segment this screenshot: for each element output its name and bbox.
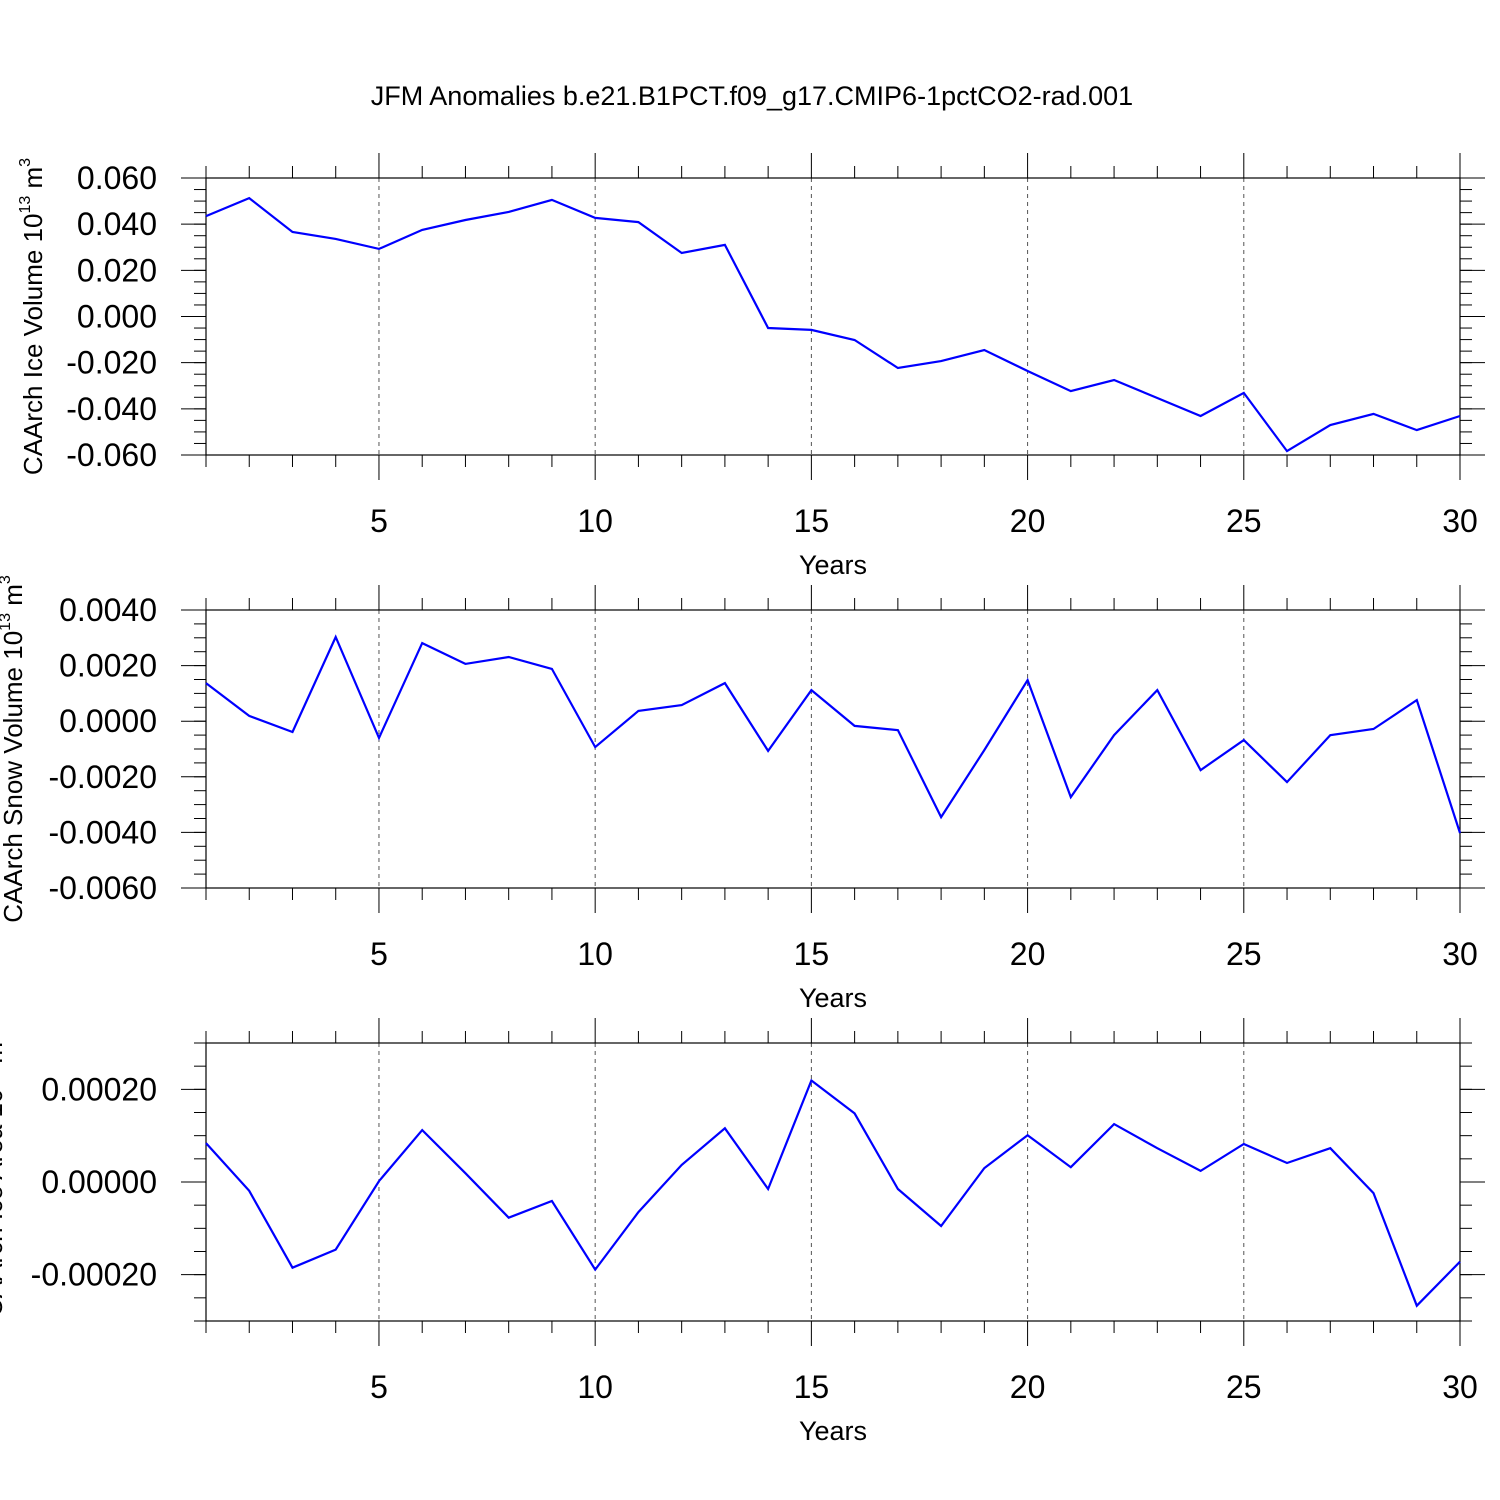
y-axis-label: CAArch Ice Volume 1013 m3 [17,158,48,475]
y-label-text: CAArch Ice Volume 10 [18,214,48,476]
y-tick-label: -0.0060 [48,870,157,906]
y-tick-label: 0.020 [77,252,157,288]
y-label-unit: m [0,584,28,613]
x-tick-label: 20 [1010,503,1046,539]
x-tick-label: 10 [577,1369,613,1405]
y-label-unit-exponent: 3 [0,575,14,584]
y-tick-label: 0.00020 [41,1071,157,1107]
y-tick-label: -0.060 [66,437,157,473]
x-tick-label: 5 [370,936,388,972]
plot-frame [205,1042,1461,1322]
y-tick-label: 0.00000 [41,1164,157,1200]
x-tick-label: 25 [1226,936,1262,972]
y-tick-label: 0.000 [77,299,157,335]
x-tick-label: 20 [1010,936,1046,972]
panel-1: 5 10 15 20 25 30 Years -0.060 -0.040 -0.020 0.000 0… [17,153,1485,580]
x-tick-label: 15 [794,503,830,539]
x-tick-label: 25 [1226,503,1262,539]
y-tick-label: -0.020 [66,345,157,381]
y-axis-label: CAArch Ice Area 1013 m2 [0,1033,8,1317]
series-line [205,1078,1461,1308]
y-tick-label: 0.0000 [59,703,157,739]
y-tick-label: 0.0020 [59,648,157,684]
y-tick-label: -0.00020 [31,1257,157,1293]
series-line [205,634,1462,834]
x-tick-label: 10 [577,936,613,972]
y-tick-label: -0.040 [66,391,157,427]
panel-3: 5 10 15 20 25 30 Years -0.00020 0.00000 0.00020 CA… [0,1018,1485,1446]
chart-title: JFM Anomalies b.e21.B1PCT.f09_g17.CMIP6-… [371,81,1133,111]
x-tick-label: 15 [794,1369,830,1405]
x-axis-label: Years [799,1416,867,1446]
y-label-unit-exponent: 3 [17,158,34,167]
panel-2: 5 10 15 20 25 30 Years -0.0060 -0.0040 -0.0020 0.0… [0,575,1485,1013]
x-tick-label: 5 [370,503,388,539]
y-tick-label: -0.0020 [48,759,157,795]
y-tick-label: -0.0040 [48,814,157,850]
y-tick-label: 0.040 [77,206,157,242]
x-tick-label: 30 [1442,1369,1478,1405]
x-axis-label: Years [799,550,867,580]
plot-frame [205,177,1461,456]
y-label-exponent: 13 [0,613,14,631]
series-line [205,196,1461,453]
x-tick-label: 5 [370,1369,388,1405]
x-axis-label: Years [799,983,867,1013]
x-tick-label: 10 [577,503,613,539]
y-label-unit: m [18,167,48,196]
plot-frame [205,609,1461,889]
x-tick-label: 30 [1442,936,1478,972]
x-tick-label: 15 [794,936,830,972]
x-tick-label: 20 [1010,1369,1046,1405]
y-label-text: CAArch Snow Volume 10 [0,631,28,923]
x-tick-label: 30 [1442,503,1478,539]
y-axis-label: CAArch Snow Volume 1013 m3 [0,575,28,923]
y-tick-label: 0.0040 [59,592,157,628]
y-tick-label: 0.060 [77,160,157,196]
x-tick-label: 25 [1226,1369,1262,1405]
y-label-text: CAArch Ice Area 10 [0,1089,8,1317]
y-label-unit: m [0,1042,8,1071]
y-label-exponent: 13 [17,196,34,214]
